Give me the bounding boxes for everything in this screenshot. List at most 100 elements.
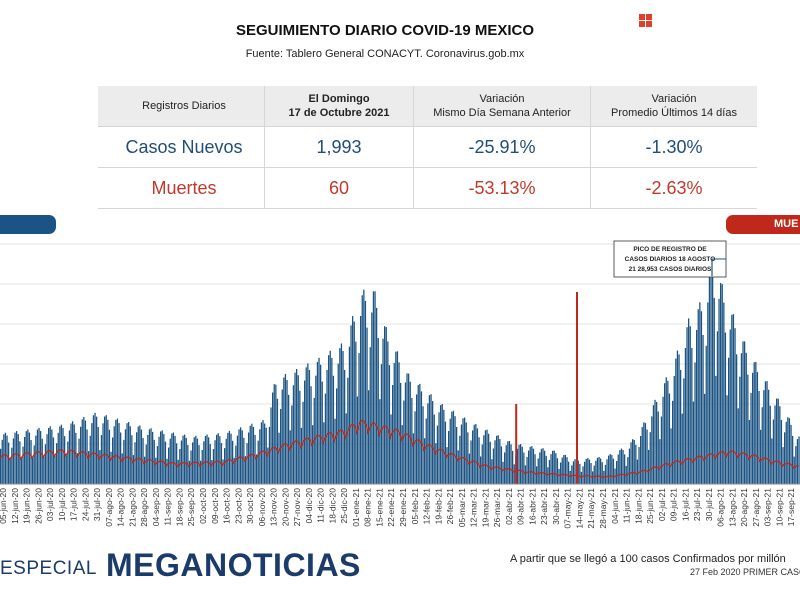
x-tick-label: 15-ene-21	[374, 488, 384, 527]
cases-bar	[660, 416, 663, 484]
cases-bar	[636, 459, 639, 484]
cases-bar	[588, 459, 591, 484]
cases-bar	[409, 381, 411, 484]
x-tick-label: 21-may-21	[586, 488, 596, 529]
cases-bar	[542, 448, 544, 484]
deaths-spike-bar	[515, 404, 518, 484]
cases-bar	[265, 427, 267, 484]
x-tick-label: 13-ago-21	[727, 488, 737, 527]
header-registros: Registros Diarios	[98, 86, 265, 127]
deaths-spike-bar	[576, 292, 578, 484]
cases-bar	[790, 424, 792, 484]
cases-bar	[678, 354, 680, 484]
cases-bar	[475, 423, 477, 484]
cases-bar	[798, 436, 800, 484]
cases-bar	[724, 332, 727, 484]
x-tick-label: 11-sep-20	[163, 488, 173, 526]
cases-bar	[40, 431, 42, 484]
cases-bar	[635, 444, 637, 484]
cases-bar	[566, 457, 568, 484]
cases-bar	[259, 429, 261, 484]
cases-bar	[417, 385, 419, 484]
cases-bar	[236, 435, 239, 484]
x-tick-label: 28-ago-20	[139, 488, 149, 527]
cases-bar	[25, 431, 27, 484]
cases-bar	[392, 385, 394, 484]
cases-bar	[140, 429, 143, 484]
cases-bar	[128, 422, 130, 484]
cases-bar	[734, 328, 736, 484]
cases-bar	[710, 254, 712, 484]
cases-bar	[507, 441, 509, 484]
cases-bar	[792, 435, 794, 484]
cases-bar	[558, 468, 560, 484]
x-tick-label: 29-ene-21	[398, 488, 408, 527]
cases-bar	[156, 446, 159, 484]
cases-bar	[432, 401, 434, 484]
cases-bar	[169, 438, 171, 484]
cases-bar	[100, 435, 103, 484]
cases-bar	[456, 426, 458, 484]
cases-bar	[430, 394, 432, 484]
cases-bar	[35, 435, 37, 484]
cases-bar	[520, 444, 522, 484]
cases-bar	[715, 375, 717, 484]
cases-bar	[123, 439, 125, 484]
x-tick-label: 27-ago-21	[751, 488, 761, 527]
cases-bar	[777, 398, 779, 484]
cases-bar	[264, 423, 266, 484]
cases-bar	[281, 389, 283, 484]
cases-bar	[206, 434, 208, 484]
cases-bar	[428, 395, 431, 484]
cases-bar	[9, 459, 11, 484]
cases-bar	[337, 363, 339, 484]
x-tick-label: 04-jun-21	[610, 488, 620, 524]
cases-bar	[132, 455, 135, 484]
cases-bar	[315, 375, 317, 484]
cases-bar	[368, 390, 370, 484]
cases-bar	[73, 424, 75, 484]
cases-bar	[188, 460, 191, 484]
cases-bar	[64, 436, 66, 484]
cases-bar	[379, 399, 381, 484]
cases-bar	[94, 412, 96, 484]
cases-bar	[371, 312, 373, 484]
cases-bar	[286, 379, 288, 484]
cases-bar	[766, 381, 768, 484]
cases-bar	[473, 424, 475, 484]
deaths-tab[interactable]: MUE	[726, 215, 800, 234]
cases-bar	[467, 432, 469, 484]
covid-daily-chart: 05-jun-20 12-jun-20 19-jun-20 26-jun-20 03-j…	[0, 240, 800, 529]
x-tick-label: 19-mar-21	[480, 488, 490, 527]
cases-bar	[68, 430, 71, 484]
cases-bar	[112, 437, 114, 484]
cases-bar	[6, 435, 8, 484]
cases-bar	[704, 393, 706, 484]
cases-bar	[8, 442, 10, 484]
deaths-week-variation: -53.13%	[413, 167, 591, 209]
cases-bar	[217, 433, 219, 484]
cases-tab[interactable]	[0, 215, 56, 234]
cases-bar	[360, 316, 362, 484]
footer-note: A partir que se llegó a 100 casos Confir…	[510, 553, 786, 565]
cases-bar	[248, 432, 250, 484]
cases-bar	[468, 453, 471, 484]
cases-bar	[113, 426, 115, 484]
stats-row-cases: Casos Nuevos 1,993 -25.91% -1.30%	[98, 126, 757, 168]
cases-bar	[441, 404, 443, 484]
cases-bar	[624, 454, 626, 484]
peak-annotation-text: 21 28,953 CASOS DIARIOS	[629, 266, 712, 273]
cases-bar	[779, 406, 781, 484]
cases-bar	[92, 415, 95, 484]
cases-bar	[166, 458, 168, 484]
cases-bar	[553, 450, 555, 484]
cases-bar	[329, 350, 331, 484]
cases-bar	[230, 433, 232, 484]
cases-bar	[296, 369, 298, 484]
deaths-label: Muertes	[98, 167, 265, 209]
x-tick-label: 17-jul-20	[69, 488, 79, 521]
cases-bar	[708, 270, 711, 484]
cases-bar	[600, 458, 602, 484]
cases-bar	[721, 284, 723, 484]
cases-bar	[387, 341, 389, 484]
